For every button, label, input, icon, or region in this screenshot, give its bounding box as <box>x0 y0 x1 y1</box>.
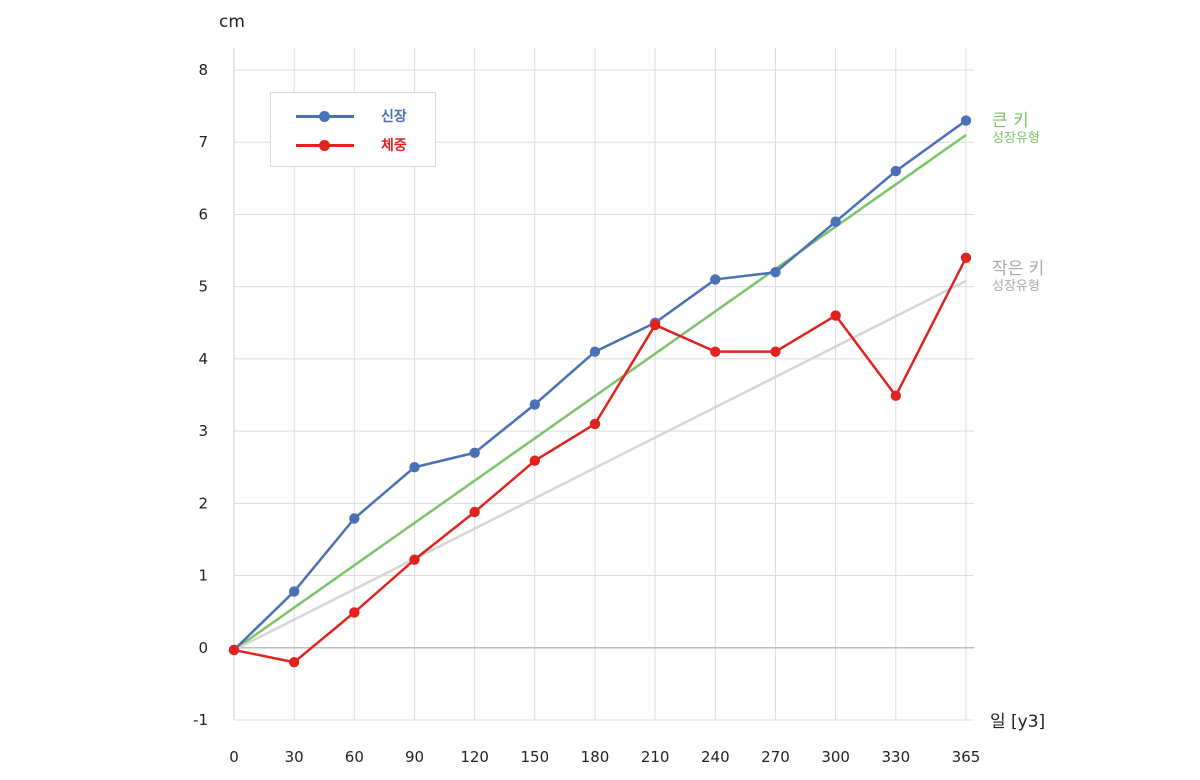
weight-data-point <box>589 418 601 430</box>
x-axis-title: 일 [y3] <box>990 712 1046 732</box>
legend-item-height: 신장 <box>271 104 437 128</box>
y-tick-label: -1 <box>193 711 208 729</box>
weight-data-point <box>529 455 541 466</box>
weight-data-point <box>349 607 360 618</box>
height-data-point <box>960 115 972 126</box>
height-data-point <box>349 513 360 524</box>
height-data-point <box>469 447 480 458</box>
x-tick-label: 210 <box>641 748 670 766</box>
y-tick-label: 6 <box>198 205 208 223</box>
tick-labels: 0 30 60 90 120 150 180 210 240 270 300 330 365-10123… <box>193 61 980 766</box>
height-data-point <box>529 399 541 410</box>
height-data-point <box>409 462 420 473</box>
series <box>228 115 972 668</box>
legend-marker-height <box>319 111 330 122</box>
x-tick-label: 270 <box>761 748 790 766</box>
big-growth-label: 큰 키 성장유형 <box>992 111 1040 146</box>
big-growth-subtitle: 성장유형 <box>992 130 1040 146</box>
weight-data-point <box>960 252 972 263</box>
x-tick-label: 240 <box>701 748 730 766</box>
height-data-point <box>770 267 781 278</box>
x-tick-label: 365 <box>952 748 981 766</box>
weight-data-point <box>649 319 661 331</box>
y-unit-label: cm <box>219 12 245 32</box>
weight-data-point <box>890 390 902 401</box>
legend-label-weight: 체중 <box>381 138 407 154</box>
weight-data-point <box>469 506 480 518</box>
height-data-point <box>890 165 902 177</box>
weight-data-point <box>288 657 300 668</box>
height-data-point <box>589 346 601 357</box>
height-data-point <box>710 274 721 285</box>
y-tick-label: 4 <box>198 350 208 368</box>
y-tick-label: 8 <box>198 61 208 79</box>
height-series-line <box>233 119 967 651</box>
y-tick-label: 0 <box>198 639 208 657</box>
x-tick-label: 0 <box>229 748 239 766</box>
weight-data-point <box>710 346 721 357</box>
legend-marker-weight <box>319 140 330 151</box>
x-tick-label: 150 <box>521 748 550 766</box>
x-tick-label: 330 <box>881 748 910 766</box>
legend-item-weight: 체중 <box>271 133 437 157</box>
weight-data-point <box>409 554 420 565</box>
height-data-point <box>830 216 841 227</box>
grid <box>233 48 974 721</box>
legend: 신장 체중 <box>270 92 436 167</box>
y-tick-label: 7 <box>198 133 208 151</box>
weight-data-point <box>770 346 781 357</box>
legend-label-height: 신장 <box>381 109 407 125</box>
height-data-point <box>288 586 300 597</box>
big-growth-title: 큰 키 <box>992 111 1029 131</box>
x-tick-label: 90 <box>405 748 424 766</box>
x-tick-label: 30 <box>285 748 304 766</box>
weight-data-point <box>830 310 841 321</box>
y-tick-label: 1 <box>198 567 208 585</box>
weight-data-point <box>228 644 240 656</box>
y-tick-label: 3 <box>198 422 208 440</box>
x-tick-label: 180 <box>581 748 610 766</box>
reference-lines <box>233 133 967 652</box>
small-growth-subtitle: 성장유형 <box>992 278 1040 294</box>
weight-series-line <box>233 257 968 664</box>
y-tick-label: 2 <box>198 494 208 512</box>
y-tick-label: 5 <box>198 278 208 296</box>
small-growth-label: 작은 키 성장유형 <box>992 259 1045 294</box>
small-growth-title: 작은 키 <box>992 259 1045 279</box>
x-tick-label: 300 <box>821 748 850 766</box>
small-growth-trend-line <box>233 279 967 652</box>
x-tick-label: 60 <box>345 748 364 766</box>
x-tick-label: 120 <box>460 748 489 766</box>
big-growth-trend-line <box>233 133 967 651</box>
